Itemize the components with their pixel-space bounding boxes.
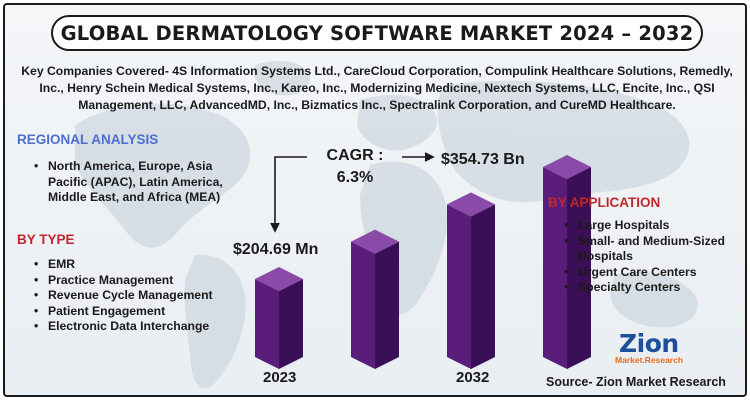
list-item: Patient Engagement — [31, 304, 221, 320]
bar-3 — [447, 192, 495, 369]
x-tick-label-2032: 2032 — [456, 369, 490, 386]
x-tick-label-2023: 2023 — [263, 369, 297, 386]
bar-side — [375, 241, 399, 369]
cagr-arrows — [270, 152, 435, 233]
key-companies-text: Key Companies Covered- 4S Information Sy… — [21, 64, 733, 112]
source-credit: Source- Zion Market Research — [546, 375, 726, 389]
bar-front — [255, 279, 279, 369]
infographic-frame: GLOBAL DERMATOLOGY SOFTWARE MARKET 2024 … — [3, 3, 747, 397]
world-map-background — [75, 61, 698, 389]
list-item: EMR — [31, 257, 221, 273]
bar-1 — [255, 267, 303, 369]
by-application-heading: BY APPLICATION — [548, 195, 661, 210]
logo-word: Zion — [619, 329, 679, 358]
list-item: Practice Management — [31, 273, 221, 289]
bar-top — [351, 229, 399, 254]
list-item: Small- and Medium-Sized Hospitals — [561, 234, 745, 265]
regional-list: North America, Europe, Asia Pacific (APA… — [31, 159, 241, 206]
cagr-arrow-right-head — [424, 152, 435, 162]
bar-top — [447, 192, 495, 217]
bar-front — [447, 204, 471, 369]
list-item: Urgent Care Centers — [561, 265, 745, 281]
bar-front — [351, 241, 375, 369]
page-title: GLOBAL DERMATOLOGY SOFTWARE MARKET 2024 … — [60, 21, 694, 45]
by-type-heading: BY TYPE — [17, 232, 75, 247]
bar-top — [255, 267, 303, 291]
cagr-caption: CAGR : — [326, 147, 384, 164]
bar-top — [543, 155, 591, 179]
list-item: Large Hospitals — [561, 218, 745, 234]
bars-layer — [255, 155, 591, 369]
logo-subtext: Market.Research — [615, 355, 684, 365]
data-label-2023: $204.69 Mn — [233, 241, 319, 258]
by-application-list: Large Hospitals Small- and Medium-Sized … — [561, 218, 745, 296]
title-pill: GLOBAL DERMATOLOGY SOFTWARE MARKET 2024 … — [51, 15, 703, 51]
cagr-value: 6.3% — [336, 169, 374, 186]
cagr-arrow-down-head — [270, 222, 280, 233]
list-item: Revenue Cycle Management — [31, 288, 221, 304]
list-item: Specialty Centers — [561, 280, 745, 296]
cagr-label: CAGR : 6.3% — [313, 145, 397, 189]
regional-analysis-heading: REGIONAL ANALYSIS — [17, 132, 159, 147]
cagr-arrow-down — [274, 156, 307, 229]
zion-logo: Zion Market.Research — [611, 331, 687, 367]
bar-side — [279, 279, 303, 369]
bar-2 — [351, 229, 399, 369]
list-item: North America, Europe, Asia Pacific (APA… — [31, 159, 241, 206]
list-item: Electronic Data Interchange — [31, 319, 221, 335]
data-label-2032: $354.73 Bn — [441, 151, 525, 168]
bar-side — [471, 204, 495, 369]
by-type-list: EMR Practice Management Revenue Cycle Ma… — [31, 257, 221, 335]
